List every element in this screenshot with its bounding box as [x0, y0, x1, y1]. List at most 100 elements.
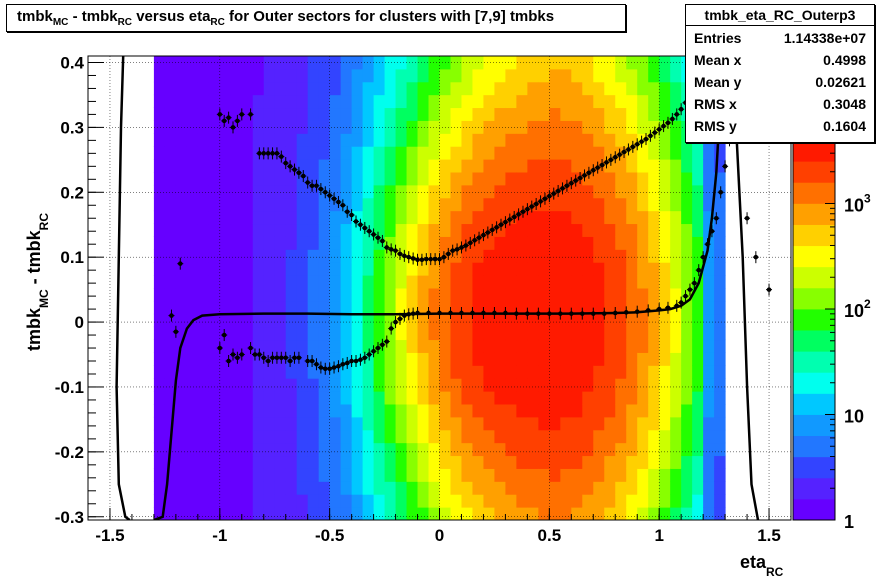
heatmap-cell [571, 68, 583, 83]
marker [406, 311, 412, 317]
heatmap-cell [274, 494, 287, 508]
mean-point-upper [585, 166, 592, 179]
heatmap-cell [483, 236, 495, 250]
heatmap-cell [263, 300, 276, 315]
heatmap-cell [604, 378, 616, 392]
mean-point-upper [287, 160, 294, 173]
heatmap-cell [439, 68, 451, 83]
heatmap-cell [208, 68, 221, 83]
heatmap-cell [340, 378, 353, 392]
heatmap-cell [164, 468, 177, 482]
marker [248, 345, 253, 351]
heatmap-cell [307, 455, 320, 469]
heatmap-cell [241, 262, 254, 276]
marker [639, 139, 644, 144]
heatmap-cell [296, 313, 309, 328]
heatmap-cell [560, 416, 572, 431]
heatmap-cell [527, 352, 539, 366]
heatmap-cell [505, 313, 517, 328]
heatmap-cell [582, 146, 594, 160]
heatmap-cell [461, 172, 473, 186]
marker [362, 225, 368, 231]
heatmap-cell [153, 391, 166, 405]
heatmap-cell [318, 146, 331, 160]
heatmap-cell [384, 481, 397, 495]
heatmap-cell [516, 494, 528, 508]
heatmap-cell [395, 107, 408, 121]
heatmap-cell [230, 56, 243, 70]
heatmap-cell [186, 507, 199, 520]
heatmap-cell [560, 365, 572, 379]
heatmap-cell [505, 107, 517, 121]
marker [239, 352, 245, 357]
heatmap-cell [439, 391, 451, 405]
heatmap-cell [703, 197, 715, 212]
heatmap-cell [527, 326, 539, 341]
heatmap-cell [263, 94, 276, 109]
heatmap-cell [637, 339, 649, 353]
heatmap-cell [252, 120, 265, 134]
marker [300, 173, 306, 179]
heatmap-cell [329, 416, 342, 431]
heatmap-cell [197, 391, 210, 405]
heatmap-cell [197, 494, 210, 508]
heatmap-cell [417, 236, 430, 250]
heatmap-cell [351, 172, 364, 186]
mean-point-lower [557, 307, 564, 320]
heatmap-cell [164, 81, 177, 96]
title-box: tmbkMC - tmbkRC versus etaRC for Outer s… [6, 4, 626, 32]
mean-point-upper [291, 163, 298, 176]
heatmap-cell [318, 494, 331, 508]
heatmap-cell [384, 455, 397, 469]
heatmap-cell [648, 494, 660, 508]
heatmap-cell [186, 481, 199, 495]
heatmap-cell [230, 481, 243, 495]
mean-point-upper [612, 151, 619, 164]
heatmap-cell [703, 494, 715, 508]
heatmap-cell [241, 107, 254, 121]
heatmap-cell [593, 339, 605, 353]
marker [441, 254, 447, 260]
heatmap-cell [648, 172, 660, 186]
heatmap-cell [593, 223, 605, 237]
heatmap-cell [505, 81, 517, 96]
heatmap-cell [714, 494, 726, 508]
heatmap-cell [417, 352, 430, 366]
mean-point-upper [388, 243, 395, 256]
heatmap-cell [351, 404, 364, 418]
mean-point-lower [282, 351, 289, 364]
heatmap-cell [417, 404, 430, 418]
heatmap-cell [483, 494, 495, 508]
heatmap-cell [274, 210, 287, 225]
heatmap-cell [186, 249, 199, 263]
heatmap-cell [362, 494, 375, 508]
mean-point-upper [414, 253, 421, 266]
heatmap-cell [538, 107, 550, 121]
heatmap-cell [153, 313, 166, 328]
heatmap-cell [175, 262, 188, 276]
heatmap-cell [285, 107, 298, 121]
heatmap-cell [406, 81, 419, 96]
heatmap-cell [241, 249, 254, 263]
heatmap-cell [703, 365, 715, 379]
heatmap-cell [164, 391, 177, 405]
heatmap-cell [527, 262, 539, 276]
heatmap-cell [164, 404, 177, 418]
heatmap-cell [175, 404, 188, 418]
marker [542, 196, 548, 202]
heatmap-cell [483, 184, 495, 199]
heatmap-cell [505, 391, 517, 405]
heatmap-cell [483, 249, 495, 263]
heatmap-cell [351, 146, 364, 160]
heatmap-cell [450, 81, 462, 96]
heatmap-cell [219, 94, 232, 109]
mean-point-lower [168, 309, 175, 322]
heatmap-cell [241, 326, 254, 341]
heatmap-cell [714, 455, 726, 469]
heatmap-cell [483, 339, 495, 353]
heatmap-cell [285, 442, 298, 457]
heatmap-cell [560, 288, 572, 302]
mean-point-upper [590, 164, 597, 177]
heatmap-cell [175, 107, 188, 121]
heatmap-cell [285, 326, 298, 341]
